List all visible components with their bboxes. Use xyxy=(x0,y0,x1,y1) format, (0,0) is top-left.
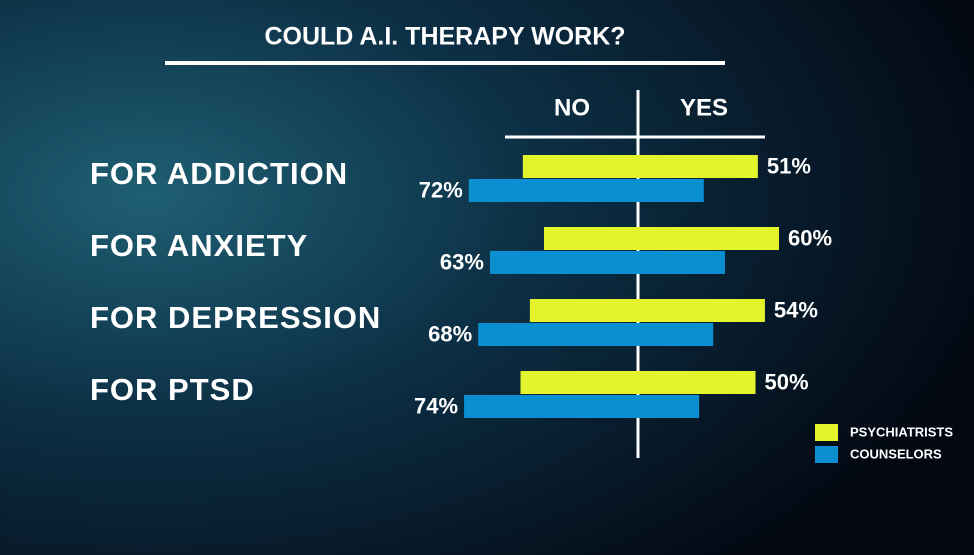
bar xyxy=(464,395,700,418)
bar xyxy=(478,323,714,346)
value-label: 50% xyxy=(765,369,809,394)
value-label: 60% xyxy=(788,225,832,250)
bar xyxy=(468,179,704,202)
legend-swatch xyxy=(815,446,838,463)
yes-header: YES xyxy=(680,94,728,121)
bar xyxy=(544,227,779,250)
category-label: FOR ANXIETY xyxy=(90,228,308,263)
chart-title: COULD A.I. THERAPY WORK? xyxy=(264,23,625,51)
value-label: 54% xyxy=(774,297,818,322)
legend-swatch xyxy=(815,424,838,441)
no-header: NO xyxy=(554,94,590,121)
value-label: 68% xyxy=(428,321,472,346)
value-label: 72% xyxy=(419,177,463,202)
bar xyxy=(520,371,756,394)
value-label: 63% xyxy=(440,249,484,274)
legend-label: COUNSELORS xyxy=(850,446,942,461)
category-label: FOR DEPRESSION xyxy=(90,300,381,335)
value-label: 51% xyxy=(767,153,811,178)
bar xyxy=(522,155,758,178)
bar xyxy=(489,251,725,274)
legend-label: PSYCHIATRISTS xyxy=(850,424,953,439)
bar xyxy=(529,299,765,322)
category-label: FOR ADDICTION xyxy=(90,156,348,191)
value-label: 74% xyxy=(414,393,458,418)
category-label: FOR PTSD xyxy=(90,372,255,407)
